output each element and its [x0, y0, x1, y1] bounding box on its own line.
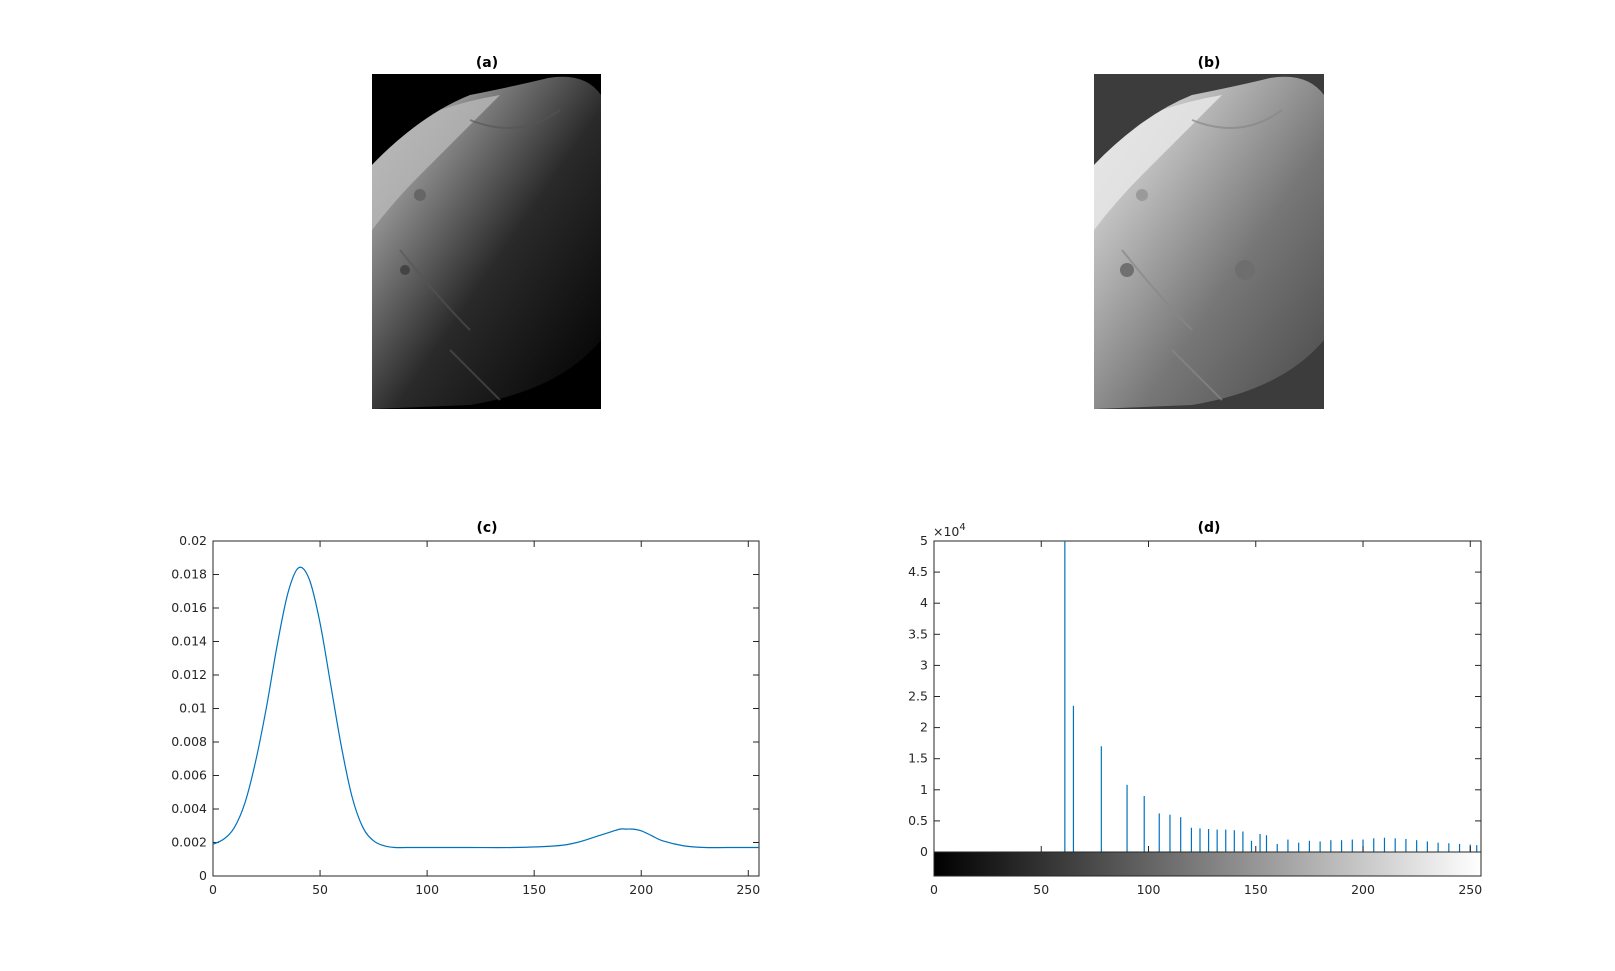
c-xtick-label: 150 — [522, 882, 546, 897]
c-ytick-label: 0.02 — [179, 533, 207, 548]
c-ytick-label: 0.01 — [179, 701, 207, 716]
d-ytick-label: 5 — [920, 533, 928, 548]
d-ytick-label: 0.5 — [908, 813, 928, 828]
c-ytick-label: 0.014 — [171, 634, 207, 649]
chart-d-ticks: 0 50 100 150 200 250 0 0.5 1 1.5 2 2.5 3 3.5 4 4.5 5 — [908, 533, 1482, 897]
c-xtick-label: 100 — [415, 882, 439, 897]
d-xtick-label: 100 — [1137, 882, 1161, 897]
d-xtick-label: 250 — [1458, 882, 1482, 897]
c-ytick-label: 0.012 — [171, 667, 207, 682]
moon-image-b — [1094, 74, 1324, 410]
c-ytick-label: 0.016 — [171, 600, 207, 615]
moon-image-a — [372, 74, 601, 410]
chart-d: (d) ×104 0 50 100 150 200 25000.511.522.533.5… — [908, 520, 1482, 897]
c-ytick-label: 0.002 — [171, 835, 207, 850]
c-ytick-label: 0.008 — [171, 734, 207, 749]
c-ytick-label: 0.006 — [171, 768, 207, 783]
panel-b-title: (b) — [1198, 55, 1221, 71]
c-ytick-label: 0 — [199, 868, 207, 883]
chart-d-exponent: ×104 — [933, 522, 966, 539]
d-xtick-label: 150 — [1244, 882, 1268, 897]
d-ytick-label: 1 — [920, 782, 928, 797]
c-xtick-label: 0 — [209, 882, 217, 897]
d-ytick-label: 1.5 — [908, 751, 928, 766]
chart-d-colorbar — [933, 851, 1482, 877]
d-ytick-label: 4.5 — [908, 564, 928, 579]
chart-d-exponent-base: ×10 — [933, 524, 959, 539]
d-xtick-label: 50 — [1033, 882, 1049, 897]
panel-a-title: (a) — [476, 55, 498, 71]
chart-c-title: (c) — [476, 520, 497, 536]
d-ytick-label: 4 — [920, 595, 928, 610]
panel-a: (a) — [372, 55, 601, 410]
c-ytick-label: 0.004 — [171, 801, 207, 816]
c-xtick-label: 250 — [736, 882, 760, 897]
chart-d-bars — [1064, 541, 1478, 852]
chart-c-ticks: 0 50 100 150 200 250 0 0.002 0.004 0.006 0.008 0.01… — [171, 533, 760, 897]
c-ytick-label: 0.018 — [171, 567, 207, 582]
chart-c-axes-box — [212, 540, 760, 877]
c-series-line-0 — [212, 566, 759, 849]
d-ytick-label: 0 — [920, 844, 928, 859]
c-xtick-label: 200 — [629, 882, 653, 897]
d-ytick-label: 2.5 — [908, 689, 928, 704]
chart-d-exponent-power: 4 — [959, 522, 965, 533]
c-xtick-label: 50 — [312, 882, 328, 897]
d-ytick-label: 3.5 — [908, 626, 928, 641]
d-ytick-label: 2 — [920, 720, 928, 735]
d-xtick-label: 200 — [1351, 882, 1375, 897]
chart-d-axes-box — [933, 540, 1482, 853]
chart-d-title: (d) — [1198, 520, 1221, 536]
chart-c-series — [212, 566, 759, 849]
d-xtick-label: 0 — [930, 882, 938, 897]
d-ytick-label: 3 — [920, 657, 928, 672]
chart-c: (c) 0 50 100 150 200 250 0 0.002 0.004 0.006 0.008… — [171, 520, 760, 897]
panel-b: (b) — [1094, 55, 1324, 410]
